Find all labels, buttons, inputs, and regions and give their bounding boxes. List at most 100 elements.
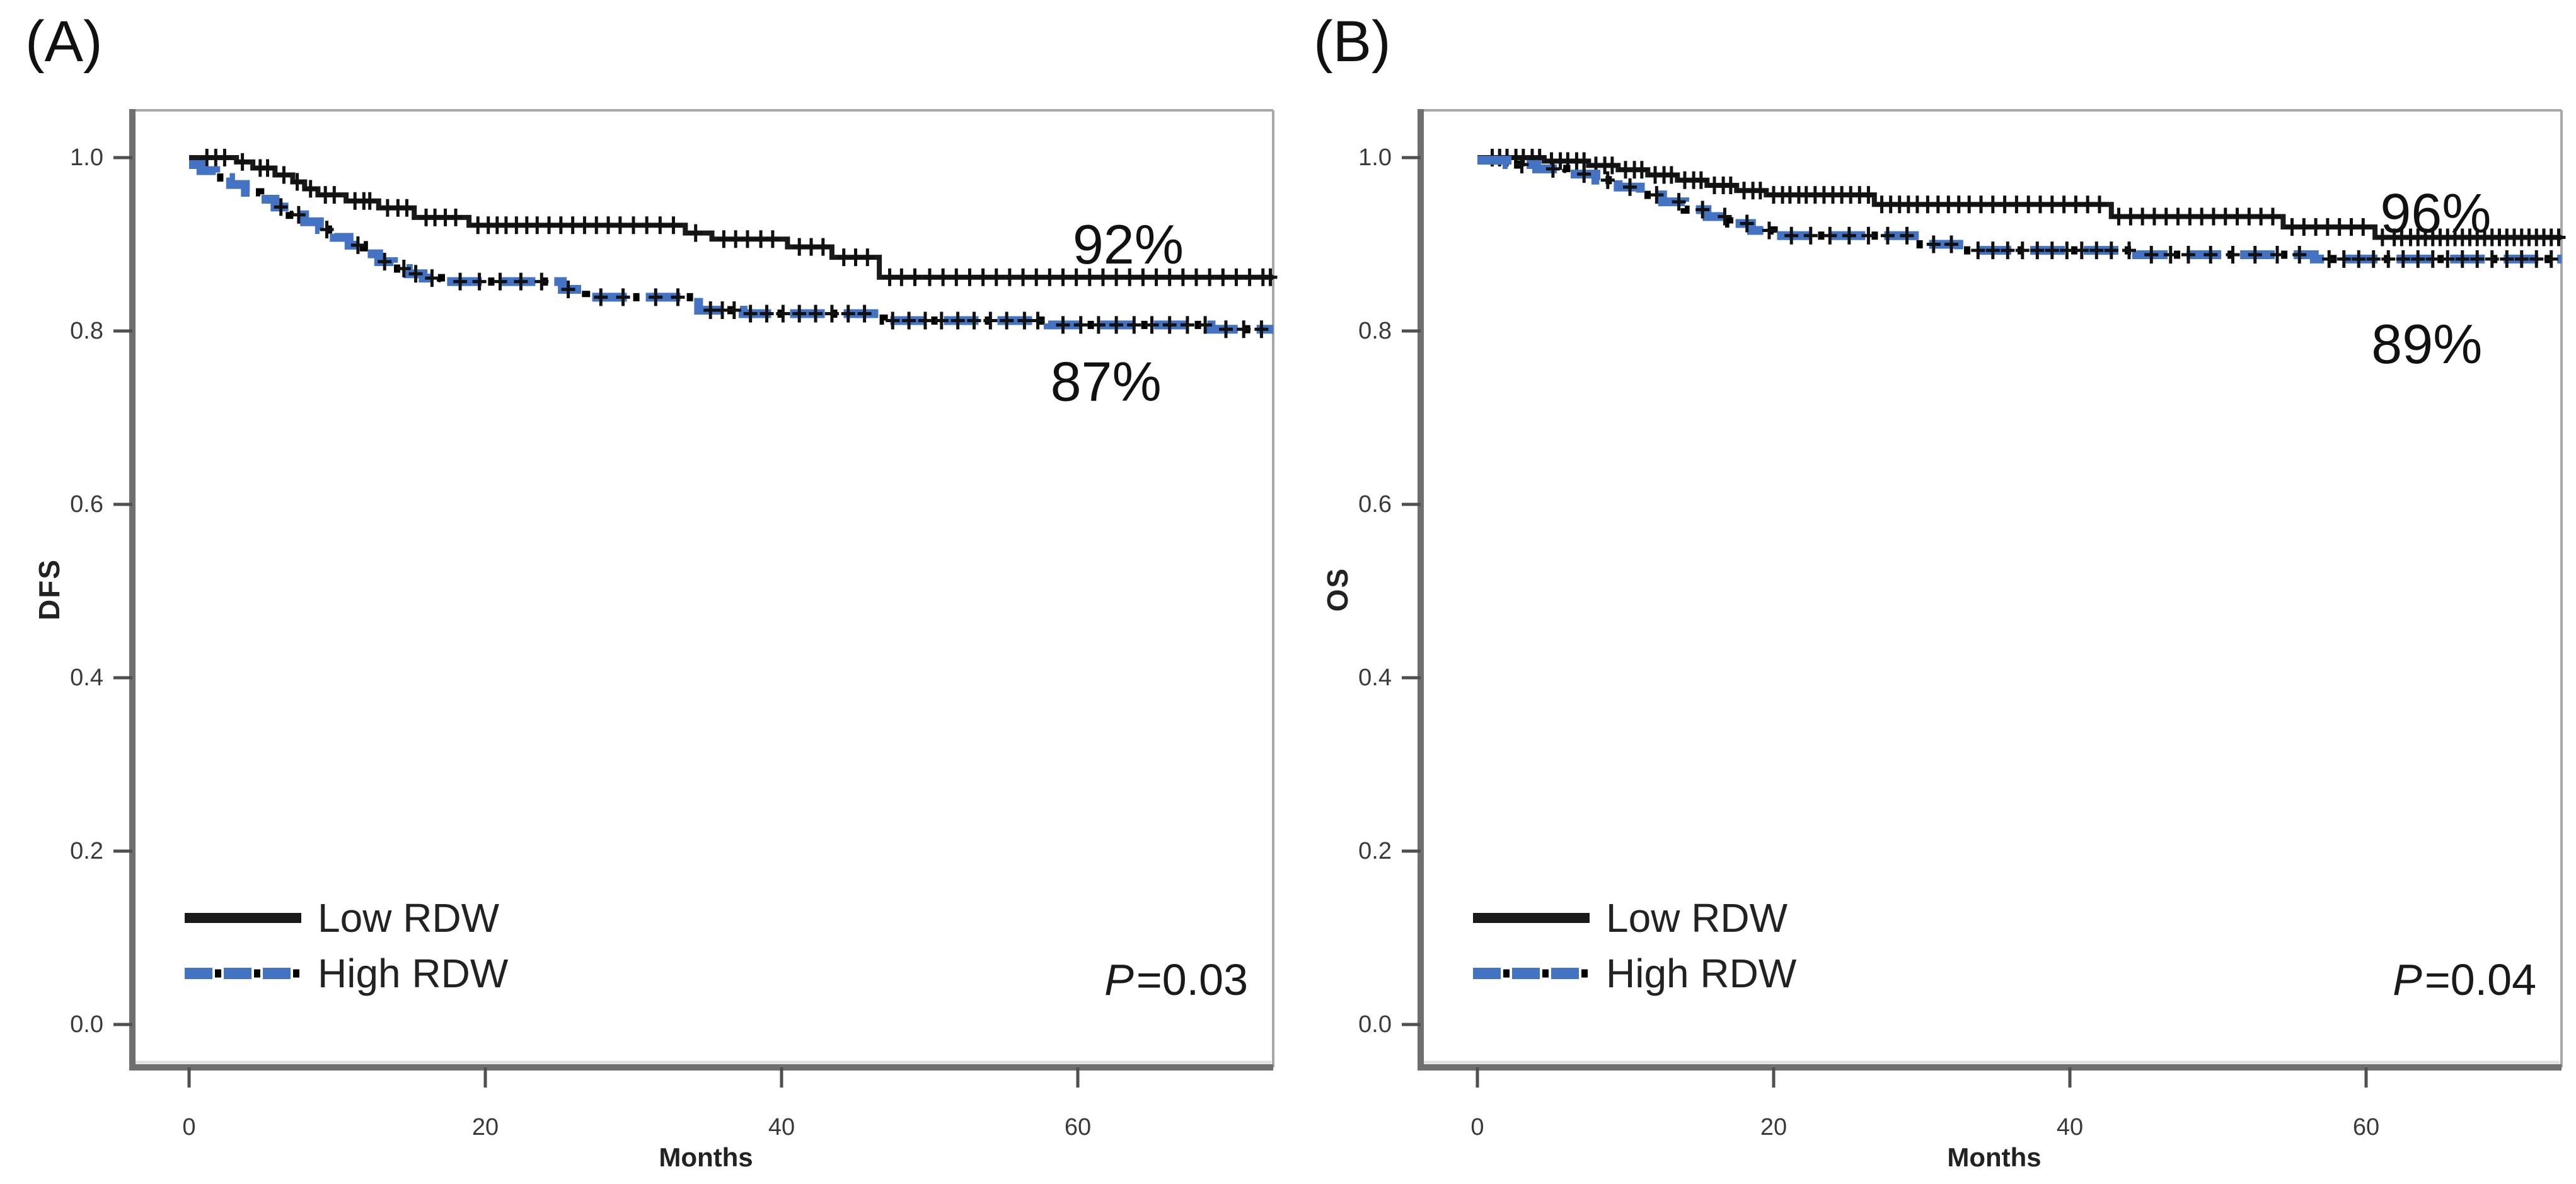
censor-mark-low-rdw — [2551, 228, 2566, 247]
low-rdw-line-sample — [185, 913, 301, 923]
censor-mark-low-rdw — [765, 230, 780, 248]
y-tick-label: 0.4 — [70, 665, 103, 691]
survival-percent-label: 89% — [2371, 313, 2482, 375]
censor-mark-low-rdw — [235, 153, 250, 171]
censor-mark-high-rdw — [809, 305, 823, 323]
censor-mark-high-rdw — [2074, 241, 2089, 260]
censor-mark-high-rdw — [967, 311, 981, 330]
legend-label-low-rdw: Low RDW — [318, 895, 500, 941]
censor-mark-low-rdw — [553, 216, 568, 235]
censor-mark-low-rdw — [1149, 268, 1164, 286]
censor-mark-high-rdw — [320, 221, 334, 239]
censor-mark-high-rdw — [2270, 246, 2284, 264]
censor-mark-low-rdw — [362, 192, 377, 210]
censor-mark-high-rdw — [1695, 200, 1710, 219]
censor-mark-low-rdw — [2009, 195, 2024, 214]
legend-label-high-rdw: High RDW — [318, 951, 509, 996]
censor-mark-high-rdw — [841, 305, 855, 323]
censor-mark-high-rdw — [2455, 250, 2469, 268]
censor-mark-low-rdw — [1985, 195, 2000, 214]
censor-mark-low-rdw — [666, 216, 681, 235]
censor-mark-high-rdw — [2030, 241, 2045, 260]
censor-mark-low-rdw — [2057, 195, 2071, 214]
censor-mark-high-rdw — [1109, 316, 1124, 334]
survival-percent-label: 87% — [1051, 350, 1162, 412]
censor-mark-low-rdw — [542, 216, 557, 235]
censor-mark-high-rdw — [2544, 250, 2558, 268]
censor-mark-low-rdw — [627, 216, 640, 235]
censor-mark-high-rdw — [2144, 246, 2159, 264]
y-tick-label: 0.4 — [1358, 665, 1392, 691]
censor-mark-low-rdw — [1189, 268, 1203, 286]
censor-mark-low-rdw — [2123, 207, 2138, 226]
censor-mark-low-rdw — [2171, 207, 2185, 226]
censor-mark-low-rdw — [2375, 228, 2389, 247]
censor-mark-low-rdw — [2081, 195, 2095, 214]
censor-mark-high-rdw — [950, 311, 965, 330]
censor-mark-high-rdw — [1985, 241, 2000, 260]
censor-mark-low-rdw — [962, 268, 977, 286]
censor-mark-high-rdw — [760, 305, 774, 323]
censor-mark-high-rdw — [983, 311, 998, 330]
censor-mark-high-rdw — [291, 206, 306, 224]
censor-mark-high-rdw — [1515, 156, 1529, 173]
censor-mark-high-rdw — [1056, 316, 1070, 334]
censor-mark-low-rdw — [1242, 268, 1257, 286]
censor-mark-high-rdw — [561, 281, 575, 298]
survival-curve-low-rdw — [189, 155, 1274, 280]
censor-mark-low-rdw — [1974, 195, 1988, 214]
censor-mark-low-rdw — [1216, 268, 1230, 286]
censor-mark-low-rdw — [2309, 218, 2323, 236]
censor-mark-low-rdw — [2344, 218, 2359, 236]
censor-mark-high-rdw — [378, 253, 392, 270]
dfs-plot-canvas: 1.0 0.8 0.6 0.4 0.2 0.0 0 20 40 60 92% 87% — [70, 109, 1278, 1140]
censor-mark-low-rdw — [2195, 207, 2209, 226]
censor-mark-low-rdw — [2285, 218, 2299, 236]
censor-mark-high-rdw — [1623, 178, 1637, 196]
censor-mark-high-rdw — [857, 305, 872, 323]
censor-mark-low-rdw — [640, 216, 654, 235]
censor-mark-high-rdw — [1842, 226, 1856, 245]
censor-mark-low-rdw — [1095, 268, 1110, 286]
censor-mark-high-rdw — [1577, 165, 1591, 183]
censor-mark-low-rdw — [1002, 268, 1017, 286]
censor-mark-low-rdw — [290, 173, 304, 191]
censor-mark-high-rdw — [2248, 246, 2262, 264]
censor-mark-high-rdw — [2529, 250, 2544, 268]
censor-mark-high-rdw — [1880, 226, 1895, 245]
x-tick-label: 60 — [1065, 1114, 1091, 1140]
censor-mark-high-rdw — [2292, 246, 2307, 264]
censor-mark-high-rdw — [534, 272, 549, 291]
censor-mark-low-rdw — [2356, 218, 2371, 236]
censor-mark-low-rdw — [1069, 268, 1083, 286]
survival-curve-high-rdw-dots — [1477, 156, 2562, 264]
censor-mark-low-rdw — [894, 268, 909, 286]
y-axis-title-dfs: DFS — [33, 559, 66, 620]
censor-mark-high-rdw — [1073, 316, 1088, 334]
censor-mark-low-rdw — [860, 248, 875, 267]
p-value: P=0.04 — [2393, 955, 2536, 1004]
censor-mark-low-rdw — [260, 159, 275, 177]
censor-mark-low-rdw — [2159, 207, 2173, 226]
survival-curve-high-rdw — [189, 160, 1274, 334]
x-axis-title-months: Months — [659, 1142, 753, 1172]
censor-mark-high-rdw — [1944, 235, 1958, 253]
censor-mark-low-rdw — [327, 186, 342, 204]
y-tick-label: 0.8 — [1358, 318, 1392, 344]
censor-mark-high-rdw — [453, 272, 468, 291]
censor-mark-high-rdw — [2366, 250, 2381, 268]
censor-mark-high-rdw — [1861, 226, 1876, 245]
survival-percent-label: 92% — [1073, 213, 1184, 276]
censor-mark-low-rdw — [1753, 182, 1767, 200]
censor-mark-high-rdw — [776, 305, 790, 323]
censor-mark-high-rdw — [1600, 171, 1615, 189]
censor-mark-low-rdw — [2320, 218, 2335, 236]
censor-mark-high-rdw — [408, 265, 423, 283]
censor-mark-high-rdw — [2440, 250, 2455, 268]
panel-b-label: (B) — [1314, 9, 1391, 74]
censor-mark-high-rdw — [2045, 241, 2059, 260]
censor-mark-high-rdw — [918, 311, 932, 330]
censor-mark-high-rdw — [2396, 250, 2410, 268]
censor-mark-low-rdw — [2254, 207, 2268, 226]
legend-label-low-rdw: Low RDW — [1606, 895, 1788, 941]
